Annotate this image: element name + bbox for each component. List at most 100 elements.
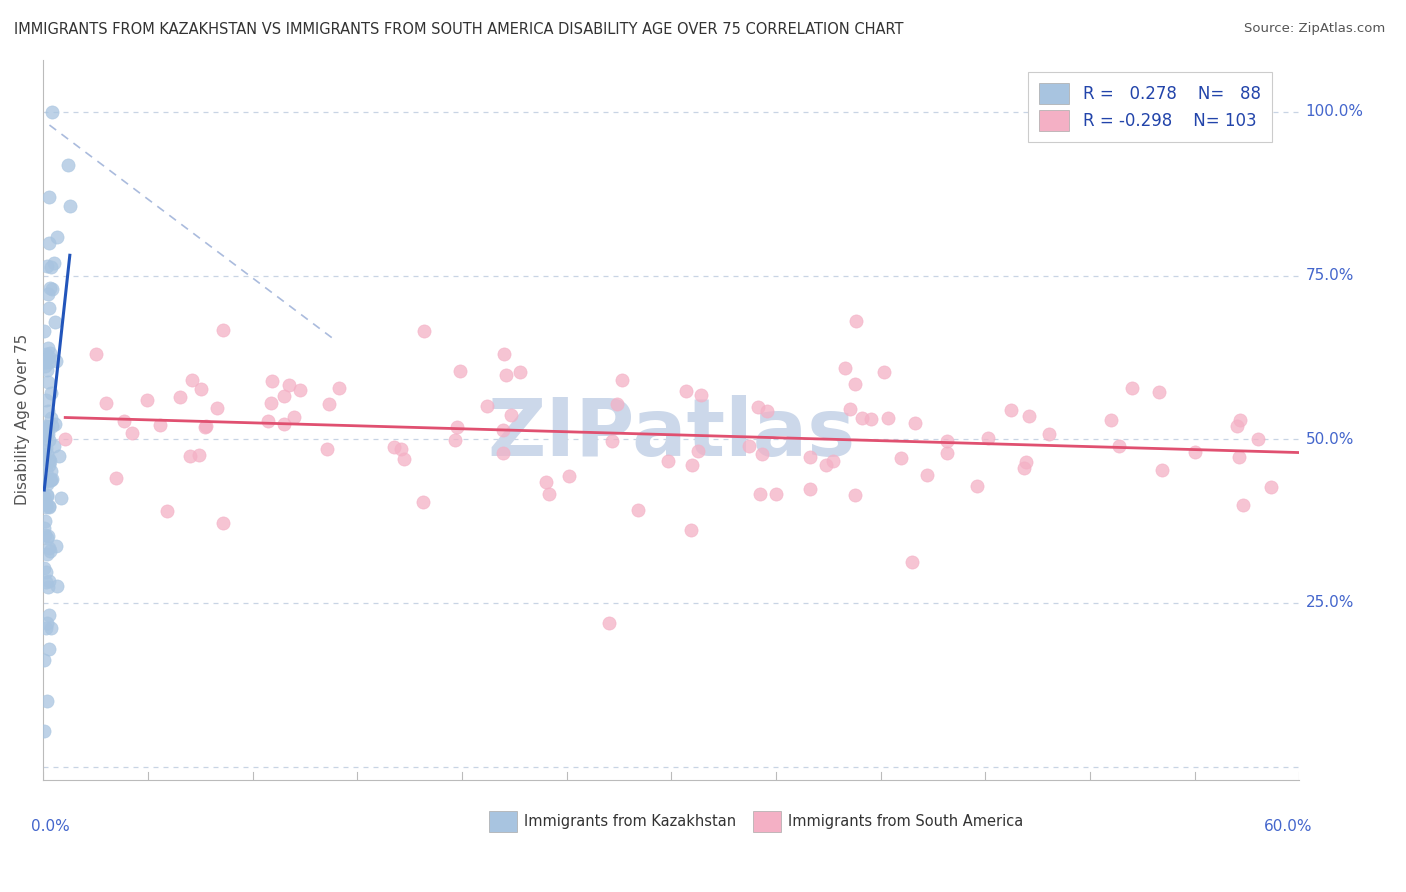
Point [318, 397, 340, 411]
Point [412, 495, 434, 509]
Point [1108, 439, 1130, 453]
Point [799, 450, 821, 464]
Point [37, 404, 59, 418]
Point [34, 355, 56, 369]
Point [38, 451, 60, 466]
Point [737, 439, 759, 453]
Point [844, 488, 866, 502]
Point [35, 259, 58, 273]
Point [499, 408, 522, 422]
Text: Immigrants from Kazakhstan: Immigrants from Kazakhstan [524, 814, 737, 829]
Point [690, 388, 713, 402]
Point [179, 449, 201, 463]
Point [37, 420, 59, 434]
Point [38, 541, 60, 555]
Point [1015, 455, 1038, 469]
Point [38, 607, 60, 622]
Point [34, 464, 56, 478]
Point [44, 439, 66, 453]
Point [39, 473, 62, 487]
Point [277, 377, 299, 392]
Point [38, 355, 60, 369]
Point [32, 723, 55, 738]
Point [32, 443, 55, 458]
Point [42, 255, 65, 269]
Point [509, 365, 531, 379]
Point [966, 479, 988, 493]
Point [181, 373, 204, 387]
Point [32, 521, 55, 535]
Point [37, 427, 59, 442]
Point [169, 390, 191, 404]
Point [765, 487, 787, 501]
Point [46, 579, 69, 593]
Point [283, 410, 305, 425]
Point [32, 424, 55, 438]
Point [936, 446, 959, 460]
Point [495, 368, 517, 383]
Point [35, 531, 58, 545]
Point [39, 544, 62, 558]
Point [558, 469, 581, 483]
Text: 0.0%: 0.0% [31, 819, 69, 834]
Point [821, 454, 844, 468]
Point [187, 448, 209, 462]
Point [44, 315, 66, 329]
Point [257, 414, 280, 428]
Point [606, 397, 628, 411]
Point [34, 514, 56, 528]
Point [859, 412, 882, 426]
Point [38, 190, 60, 204]
Text: 60.0%: 60.0% [1264, 819, 1312, 834]
Point [675, 384, 697, 398]
Point [851, 410, 873, 425]
Point [34, 359, 56, 374]
Point [37, 488, 59, 502]
Point [747, 401, 769, 415]
Point [389, 442, 412, 456]
Point [449, 364, 471, 378]
Point [41, 282, 63, 296]
Point [34, 528, 56, 542]
Point [288, 383, 311, 397]
Point [32, 427, 55, 442]
Point [1099, 413, 1122, 427]
Point [446, 420, 468, 434]
Point [37, 547, 59, 561]
Text: 25.0%: 25.0% [1306, 595, 1354, 610]
Point [59, 199, 82, 213]
Point [681, 458, 703, 473]
Point [328, 381, 350, 395]
Point [39, 473, 62, 487]
Point [211, 323, 233, 337]
Point [976, 431, 998, 445]
Point [35, 500, 58, 514]
Point [748, 487, 770, 501]
Point [38, 433, 60, 447]
Point [194, 420, 217, 434]
Point [915, 467, 938, 482]
Point [37, 580, 59, 594]
Point [392, 452, 415, 467]
Point [834, 360, 856, 375]
Point [657, 454, 679, 468]
Point [39, 386, 62, 401]
Point [755, 404, 778, 418]
Point [39, 260, 62, 275]
Point [41, 472, 63, 486]
Point [1012, 460, 1035, 475]
Point [41, 419, 63, 434]
Point [38, 281, 60, 295]
Point [536, 475, 558, 489]
Point [56, 157, 79, 171]
Point [34, 575, 56, 590]
Point [890, 451, 912, 466]
Point [37, 615, 59, 630]
Point [45, 229, 67, 244]
Point [316, 442, 339, 457]
Point [35, 566, 58, 580]
Point [121, 425, 143, 440]
Point [34, 474, 56, 488]
Point [537, 486, 560, 500]
Point [37, 375, 59, 389]
